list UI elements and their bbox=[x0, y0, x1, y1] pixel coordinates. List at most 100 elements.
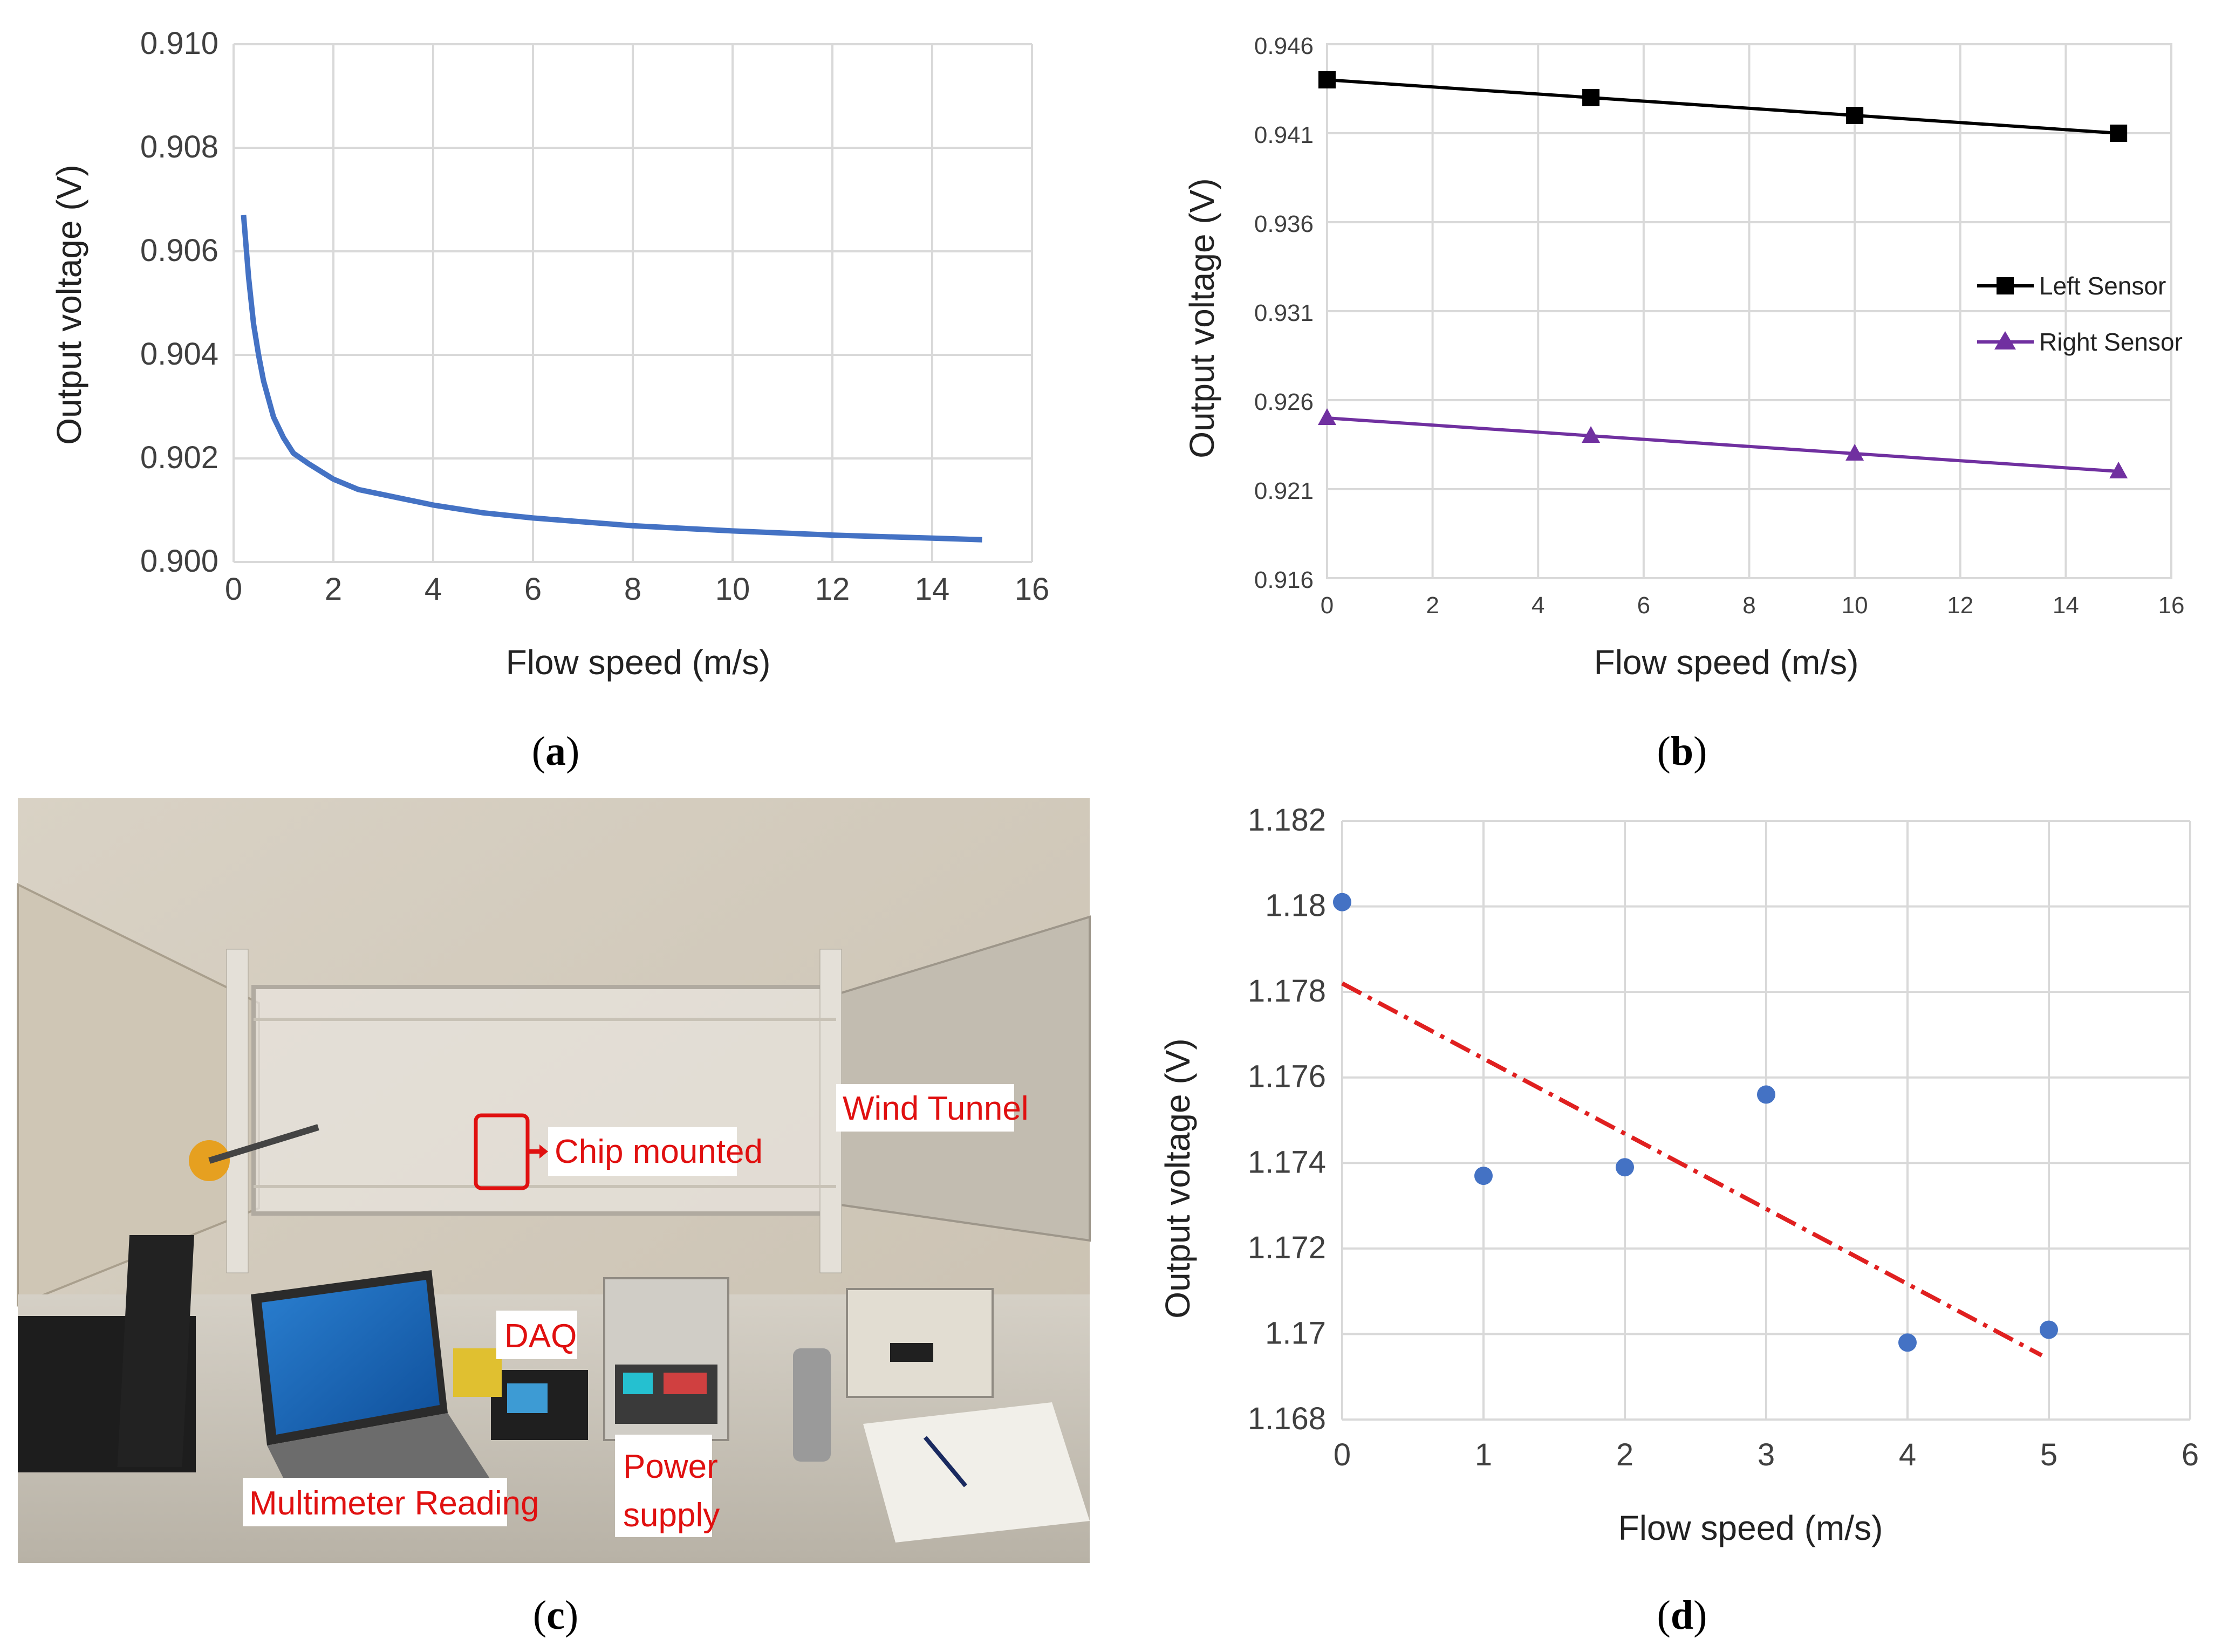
caption-d: (d) bbox=[1657, 1593, 1707, 1638]
photo-panel: Chip mounted Wind Tunnel DAQ Power suppl… bbox=[17, 798, 1091, 1563]
chart-d-series bbox=[1333, 893, 2058, 1358]
x-tick-label: 14 bbox=[2053, 592, 2079, 619]
chart-a: 0 2 4 6 8 10 12 14 16 0.9000.9020.9040.9060.9080… bbox=[50, 26, 1049, 682]
legend-item-left-sensor: Left Sensor bbox=[1977, 272, 2166, 300]
data-point bbox=[2040, 1320, 2058, 1339]
y-tick-label: 1.176 bbox=[1248, 1059, 1326, 1094]
chart-a-series bbox=[241, 215, 982, 543]
label-daq: DAQ bbox=[496, 1311, 577, 1359]
svg-text:DAQ: DAQ bbox=[504, 1318, 577, 1355]
svg-text:Left Sensor: Left Sensor bbox=[2039, 272, 2166, 300]
power-supply bbox=[603, 1277, 729, 1441]
x-tick-label: 0 bbox=[1321, 592, 1334, 619]
x-tick-label: 14 bbox=[915, 572, 950, 607]
data-point-right-sensor bbox=[1845, 444, 1864, 461]
data-point bbox=[1616, 1158, 1634, 1177]
y-tick-label: 0.908 bbox=[140, 129, 218, 164]
data-point-right-sensor bbox=[1582, 426, 1601, 443]
data-point bbox=[1757, 1085, 1775, 1104]
x-tick-label: 10 bbox=[715, 572, 750, 607]
x-tick-label: 2 bbox=[1426, 592, 1439, 619]
x-tick-label: 16 bbox=[1015, 572, 1050, 607]
caption-b: (b) bbox=[1657, 729, 1707, 774]
chart-b: 0 2 4 6 8 10 12 14 16 0.9160.9210.9260.9310.9360… bbox=[1182, 33, 2184, 682]
y-tick-label: 0.910 bbox=[140, 26, 218, 61]
chart-d-ylabel: Output voltage (V) bbox=[1158, 1038, 1197, 1318]
y-tick-label: 0.946 bbox=[1254, 33, 1314, 59]
svg-text:Wind Tunnel: Wind Tunnel bbox=[843, 1090, 1029, 1127]
data-point-right-sensor bbox=[1318, 408, 1336, 425]
x-tick-label: 6 bbox=[524, 572, 542, 607]
chart-a-xlabel: Flow speed (m/s) bbox=[506, 643, 771, 682]
x-tick-label: 2 bbox=[325, 572, 342, 607]
x-tick-label: 4 bbox=[1532, 592, 1544, 619]
chart-a-ylabel: Output voltage (V) bbox=[50, 164, 88, 444]
y-tick-label: 0.904 bbox=[140, 337, 218, 372]
chart-a-x-ticks: 0 2 4 6 8 10 12 14 16 bbox=[225, 572, 1049, 607]
x-tick-label: 12 bbox=[815, 572, 850, 607]
legend-item-right-sensor: Right Sensor bbox=[1977, 328, 2183, 356]
y-tick-label: 1.178 bbox=[1248, 974, 1326, 1009]
y-tick-label: 1.17 bbox=[1265, 1315, 1326, 1351]
y-tick-label: 1.18 bbox=[1265, 888, 1326, 923]
x-tick-label: 4 bbox=[1899, 1437, 1916, 1472]
chart-a-y-ticks: 0.900 0.902 0.904 0.906 0.908 0.910 bbox=[140, 26, 218, 579]
x-tick-label: 12 bbox=[1947, 592, 1973, 619]
series-line-0 bbox=[1327, 78, 2119, 135]
x-tick-label: 8 bbox=[1742, 592, 1755, 619]
svg-text:Multimeter Reading: Multimeter Reading bbox=[249, 1485, 539, 1522]
x-tick-label: 1 bbox=[1475, 1437, 1492, 1472]
data-point-left-sensor bbox=[1846, 107, 1864, 124]
x-tick-label: 6 bbox=[2182, 1437, 2199, 1472]
x-tick-label: 8 bbox=[624, 572, 641, 607]
label-power-supply: Power supply bbox=[615, 1435, 720, 1537]
y-tick-label: 0.906 bbox=[140, 233, 218, 268]
handheld-meter bbox=[793, 1348, 831, 1462]
x-tick-label: 16 bbox=[2158, 592, 2185, 619]
caption-a: (a) bbox=[532, 729, 580, 774]
data-point bbox=[1474, 1167, 1493, 1185]
x-tick-label: 0 bbox=[1334, 1437, 1351, 1472]
x-tick-label: 2 bbox=[1616, 1437, 1633, 1472]
y-tick-label: 0.926 bbox=[1254, 389, 1314, 415]
chart-b-grid bbox=[1326, 43, 2172, 579]
data-point-left-sensor bbox=[2110, 125, 2128, 142]
svg-text:supply: supply bbox=[623, 1497, 720, 1534]
caption-c: (c) bbox=[533, 1593, 578, 1638]
x-tick-label: 4 bbox=[425, 572, 442, 607]
chart-d-y-ticks: 1.168 1.17 1.172 1.174 1.176 1.178 1.18 1.182 bbox=[1248, 803, 1326, 1436]
chart-b-ylabel: Output voltage (V) bbox=[1182, 178, 1221, 458]
series-line bbox=[241, 215, 982, 543]
y-tick-label: 0.916 bbox=[1254, 567, 1314, 593]
x-tick-label: 6 bbox=[1637, 592, 1650, 619]
plot-border bbox=[1326, 43, 2172, 579]
data-point-left-sensor bbox=[1582, 89, 1600, 106]
y-tick-label: 0.900 bbox=[140, 544, 218, 579]
x-tick-label: 5 bbox=[2040, 1437, 2057, 1472]
chart-b-xlabel: Flow speed (m/s) bbox=[1594, 643, 1859, 682]
y-tick-label: 1.174 bbox=[1248, 1144, 1326, 1180]
test-section bbox=[251, 985, 838, 1216]
chart-b-legend: Left Sensor Right Sensor bbox=[1977, 272, 2183, 356]
laptop bbox=[251, 1270, 496, 1516]
y-tick-label: 1.172 bbox=[1248, 1230, 1326, 1265]
data-point-left-sensor bbox=[1318, 71, 1336, 88]
y-tick-label: 0.921 bbox=[1254, 478, 1314, 504]
data-point bbox=[1898, 1333, 1917, 1352]
svg-text:Power: Power bbox=[623, 1448, 718, 1485]
label-multimeter-reading: Multimeter Reading bbox=[243, 1478, 539, 1526]
data-point bbox=[1333, 893, 1351, 911]
svg-text:Right Sensor: Right Sensor bbox=[2039, 328, 2183, 356]
data-point-right-sensor bbox=[2109, 462, 2128, 478]
series-line-1 bbox=[1327, 416, 2119, 473]
chart-a-grid bbox=[233, 43, 1033, 563]
y-tick-label: 0.902 bbox=[140, 440, 218, 475]
chart-b-y-ticks: 0.916 0.921 0.926 0.931 0.936 0.941 0.946 bbox=[1254, 33, 1314, 593]
y-tick-label: 0.941 bbox=[1254, 122, 1314, 148]
chart-b-x-ticks: 0 2 4 6 8 10 12 14 16 bbox=[1321, 592, 2185, 619]
y-tick-label: 0.931 bbox=[1254, 300, 1314, 326]
y-tick-label: 1.182 bbox=[1248, 803, 1326, 838]
y-tick-label: 0.936 bbox=[1254, 211, 1314, 237]
